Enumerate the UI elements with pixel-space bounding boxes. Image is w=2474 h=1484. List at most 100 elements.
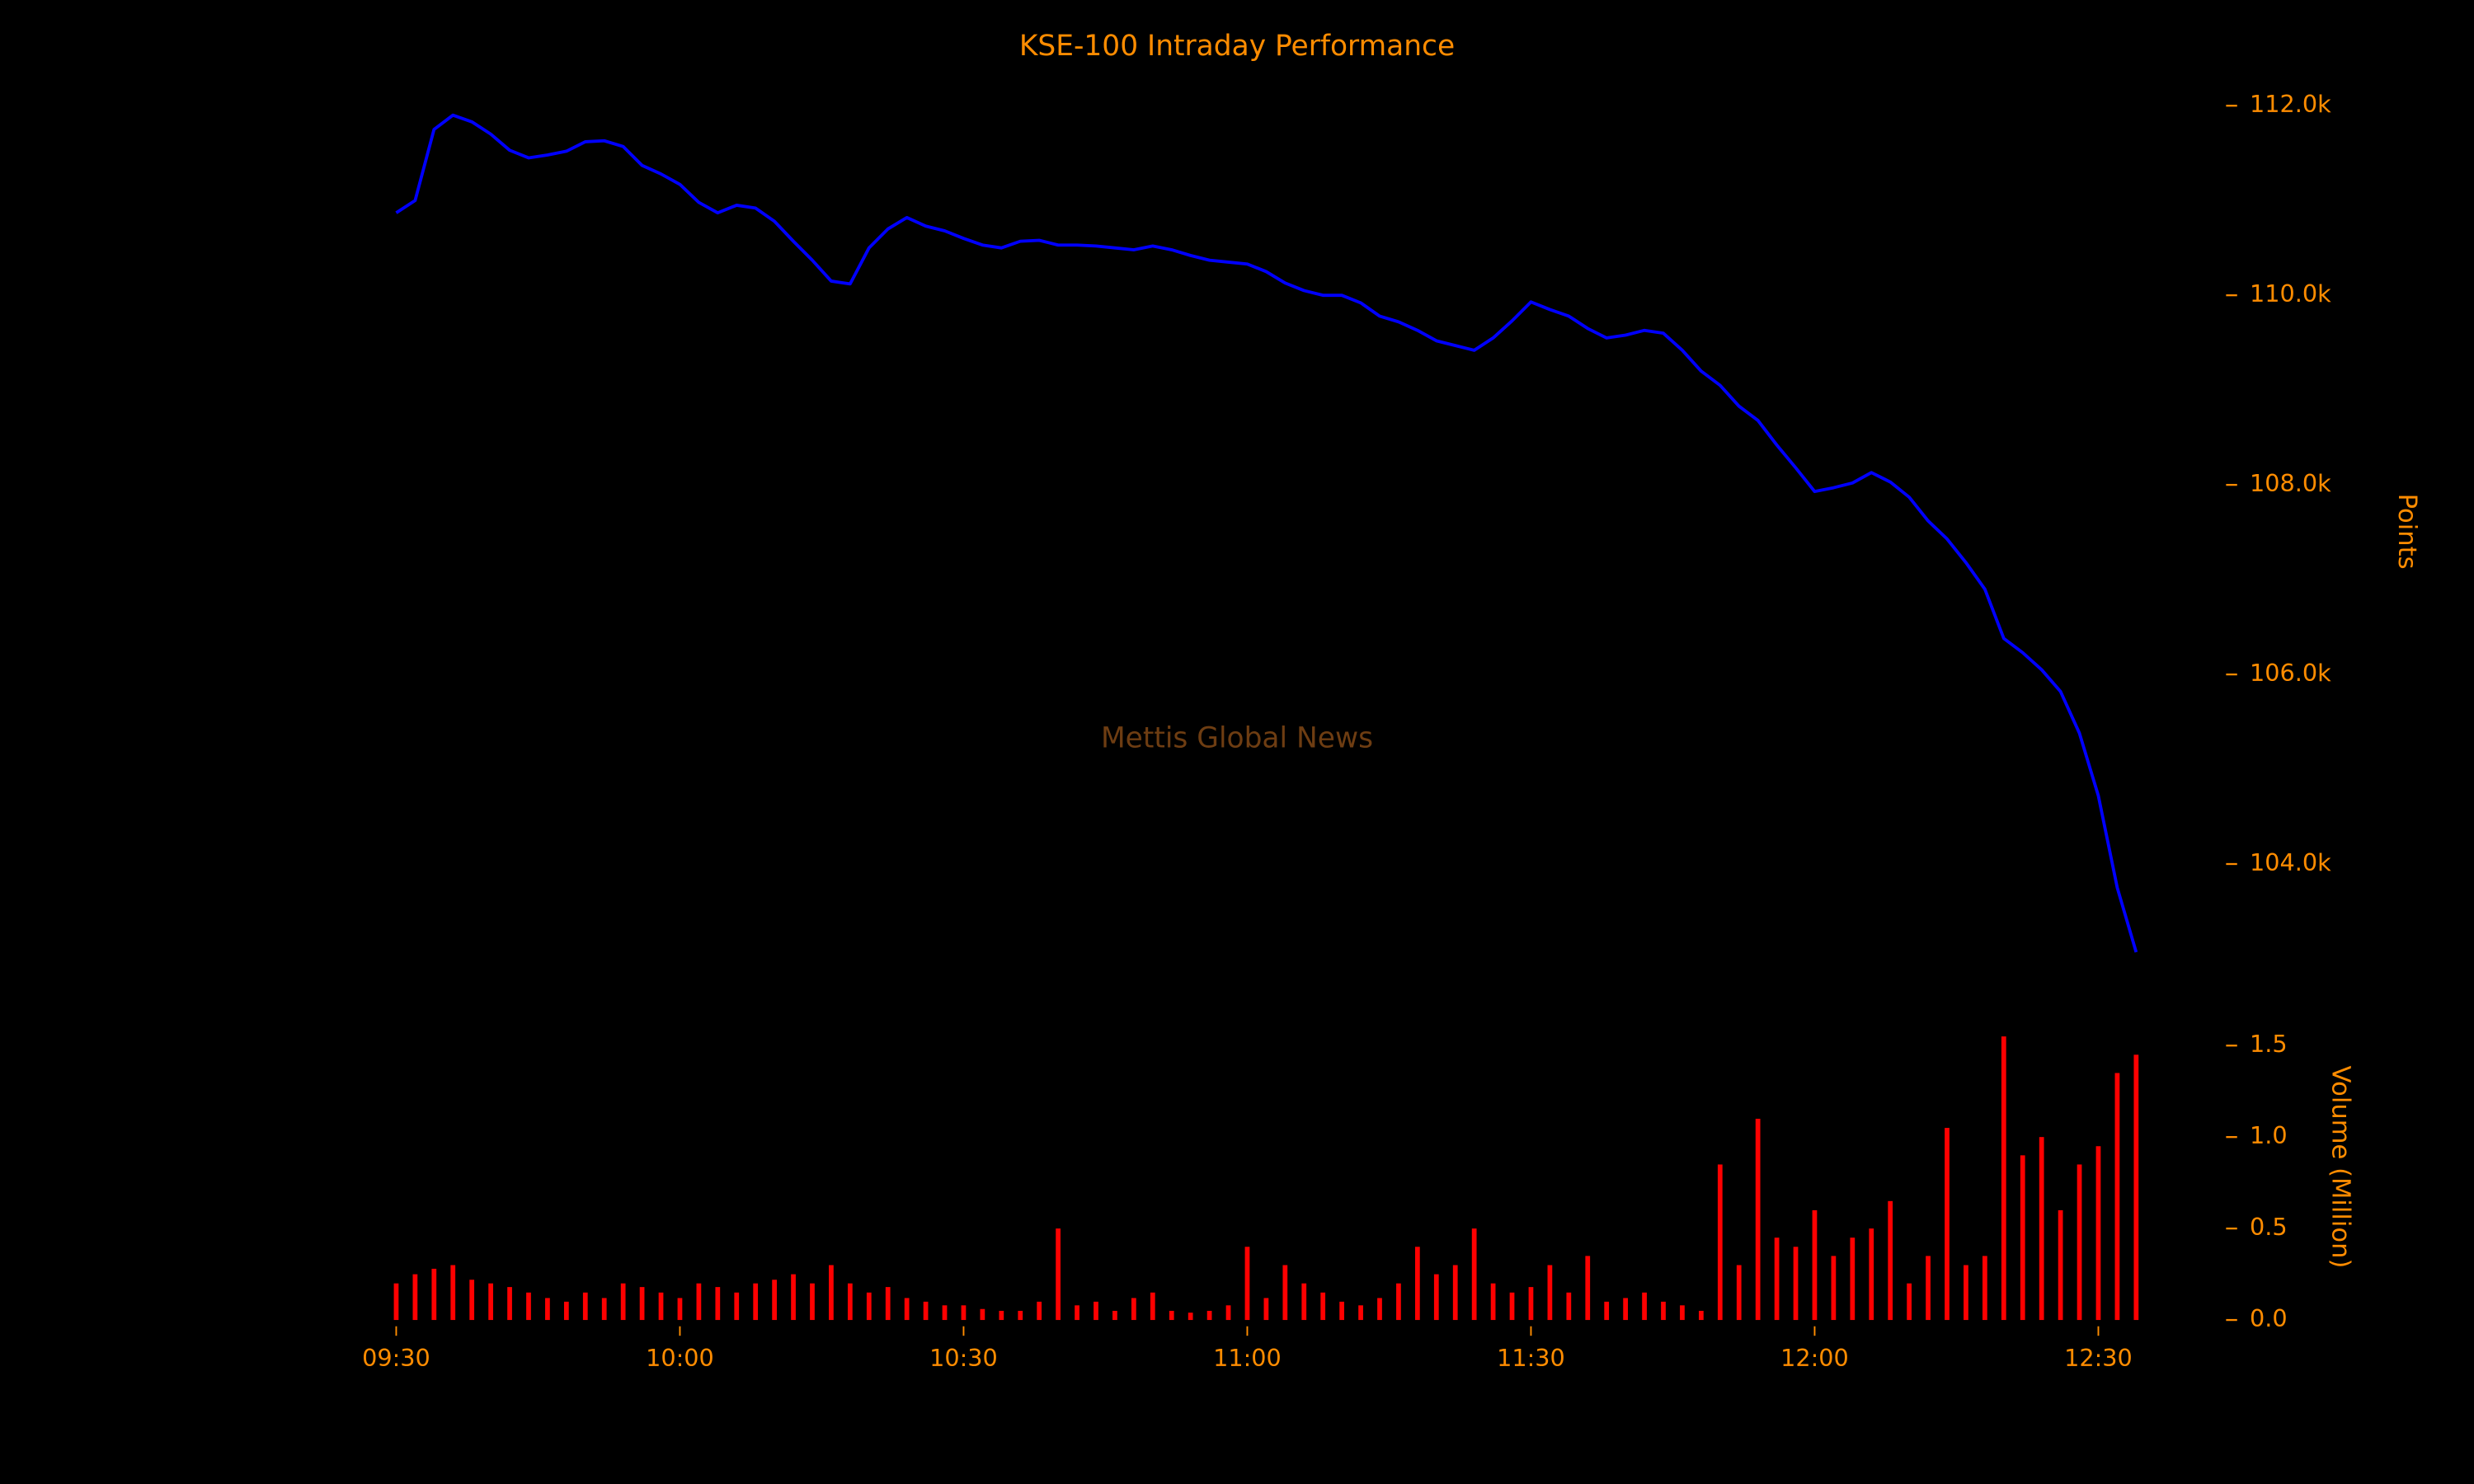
- y-tick-label: 0.5: [2250, 1213, 2288, 1241]
- volume-bar: [715, 1287, 721, 1321]
- volume-bar: [1566, 1292, 1572, 1321]
- y-tick-label: 1.0: [2250, 1121, 2288, 1149]
- volume-bar: [1964, 1265, 1968, 1321]
- volume-bar: [1850, 1237, 1856, 1321]
- volume-bar: [1717, 1164, 1723, 1321]
- volume-bar: [1698, 1310, 1704, 1321]
- volume-bar: [1642, 1292, 1647, 1321]
- volume-bar: [1188, 1313, 1193, 1321]
- volume-bar: [961, 1305, 967, 1321]
- volume-bar: [1056, 1228, 1061, 1321]
- volume-bar: [431, 1268, 437, 1321]
- volume-bar: [1339, 1301, 1344, 1321]
- volume-bar: [980, 1308, 985, 1321]
- volume-bar: [1528, 1287, 1534, 1321]
- volume-bar: [2020, 1155, 2025, 1321]
- volume-bar: [1377, 1298, 1382, 1321]
- volume-bar: [1094, 1301, 1098, 1321]
- volume-bar: [469, 1280, 475, 1321]
- volume-bar: [2001, 1036, 2006, 1321]
- volume-bar: [810, 1283, 815, 1321]
- volume-bar: [1358, 1305, 1363, 1321]
- volume-bar: [1793, 1247, 1799, 1321]
- volume-bar: [450, 1265, 456, 1321]
- x-tick-label: 11:00: [1213, 1344, 1282, 1372]
- volume-bar: [847, 1283, 853, 1321]
- y-tick-label: 104.0k: [2250, 848, 2331, 876]
- volume-bar: [999, 1310, 1004, 1321]
- volume-bar: [2077, 1164, 2082, 1321]
- volume-bar: [1075, 1305, 1079, 1321]
- volume-bar: [1812, 1209, 1818, 1321]
- y-tick-label: 106.0k: [2250, 659, 2331, 687]
- volume-bar: [1414, 1247, 1420, 1321]
- volume-bar: [658, 1292, 664, 1321]
- volume-bar: [1225, 1305, 1231, 1321]
- volume-bar: [1831, 1256, 1837, 1321]
- volume-bar: [1206, 1310, 1212, 1321]
- volume-bar: [1244, 1247, 1250, 1321]
- volume-bar: [601, 1298, 607, 1321]
- volume-bar: [753, 1283, 759, 1321]
- volume-bar: [1490, 1283, 1496, 1321]
- x-tick-label: 10:30: [929, 1344, 998, 1372]
- volume-bar: [412, 1274, 418, 1321]
- volume-bar: [1774, 1237, 1780, 1321]
- volume-bar: [1755, 1118, 1761, 1321]
- volume-bar: [829, 1265, 834, 1321]
- y-axis-label: Volume (Million): [2326, 1066, 2355, 1269]
- volume-bar: [2039, 1137, 2044, 1321]
- volume-bar: [1452, 1265, 1458, 1321]
- volume-bar: [582, 1292, 588, 1321]
- volume-bar: [563, 1301, 569, 1321]
- x-tick-label: 09:30: [362, 1344, 430, 1372]
- y-tick-label: 110.0k: [2250, 279, 2331, 308]
- volume-bar: [393, 1283, 399, 1321]
- volume-bar: [866, 1292, 872, 1321]
- volume-bar: [2133, 1054, 2139, 1321]
- volume-bar: [1509, 1292, 1515, 1321]
- watermark: Mettis Global News: [1101, 722, 1373, 755]
- volume-bar: [1396, 1283, 1401, 1321]
- volume-bar: [734, 1292, 740, 1321]
- volume-bar: [1471, 1228, 1477, 1321]
- volume-bar: [2114, 1073, 2120, 1321]
- volume-bar: [526, 1292, 531, 1321]
- volume-bar: [1982, 1256, 1987, 1321]
- volume-bar: [507, 1287, 512, 1321]
- volume-bar: [942, 1305, 948, 1321]
- volume-bar: [904, 1298, 910, 1321]
- x-tick-label: 12:30: [2064, 1344, 2133, 1372]
- volume-bar: [1661, 1301, 1666, 1321]
- volume-bar: [1623, 1298, 1629, 1321]
- volume-bar: [1945, 1128, 1950, 1321]
- volume-bar: [639, 1287, 645, 1321]
- volume-bar: [1433, 1274, 1439, 1321]
- volume-bar: [620, 1283, 626, 1321]
- volume-bar: [1585, 1256, 1591, 1321]
- x-tick-label: 12:00: [1780, 1344, 1849, 1372]
- y-tick-label: 1.5: [2250, 1030, 2288, 1058]
- y-axis-label: Points: [2392, 494, 2421, 570]
- volume-bar: [1869, 1228, 1874, 1321]
- volume-bar: [1680, 1305, 1685, 1321]
- volume-bar: [791, 1274, 796, 1321]
- volume-bar: [2058, 1209, 2063, 1321]
- y-tick-label: 108.0k: [2250, 469, 2331, 497]
- volume-bar: [1112, 1310, 1117, 1321]
- volume-bar: [1018, 1310, 1023, 1321]
- volume-bar: [923, 1301, 929, 1321]
- volume-bar: [1282, 1265, 1288, 1321]
- volume-bar: [1604, 1301, 1610, 1321]
- volume-bar: [1547, 1265, 1553, 1321]
- volume-bar: [1736, 1265, 1742, 1321]
- volume-bar: [885, 1287, 891, 1321]
- volume-bar: [1150, 1292, 1155, 1321]
- volume-bar: [1263, 1298, 1269, 1321]
- volume-bar: [772, 1280, 777, 1321]
- x-tick-label: 10:00: [646, 1344, 714, 1372]
- volume-bar: [1301, 1283, 1307, 1321]
- volume-bar: [2095, 1146, 2101, 1321]
